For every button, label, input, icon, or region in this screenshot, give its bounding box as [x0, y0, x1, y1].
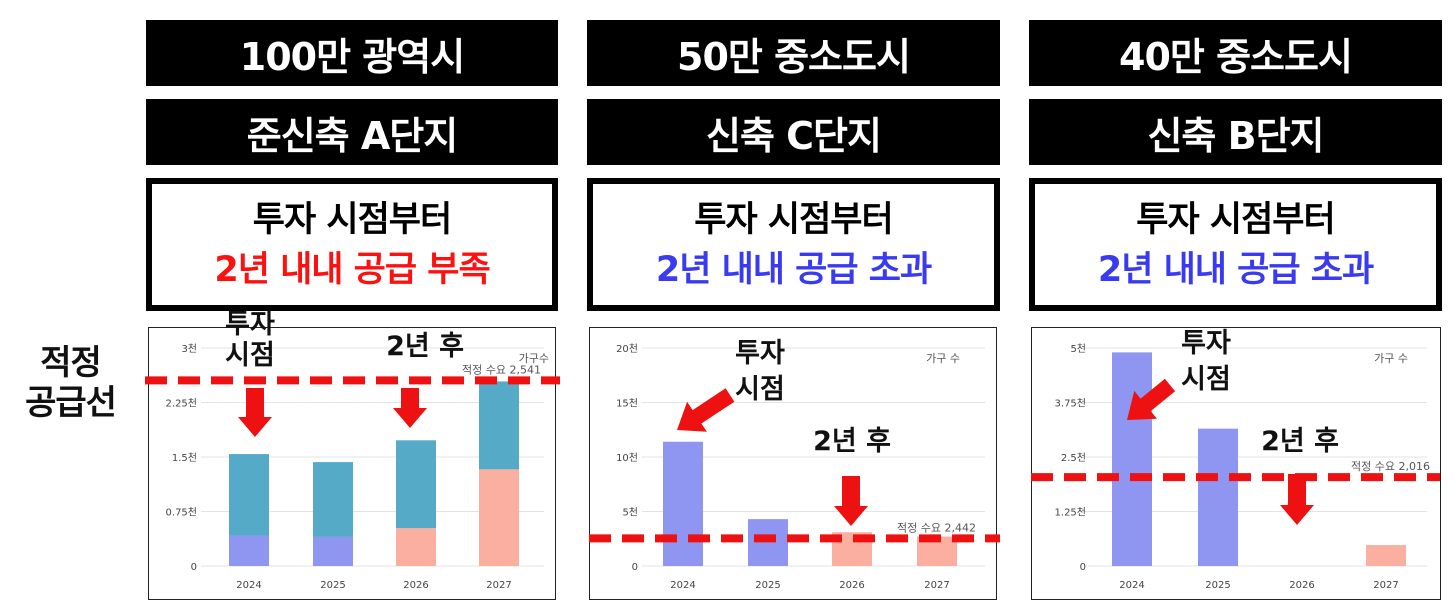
annotation-text: 시점: [1181, 364, 1231, 395]
bar: [479, 381, 519, 470]
legend-label: 가구 수: [926, 352, 960, 365]
y-tick-label: 2.25천: [166, 398, 197, 410]
annotation-text: 시점: [735, 374, 785, 405]
x-tick-label: 2026: [403, 580, 428, 591]
message-line1: 투자 시점부터: [252, 199, 452, 240]
y-tick-label: 5천: [1070, 343, 1086, 355]
y-tick-label: 0: [632, 562, 638, 573]
chart-3-plot: 0 1.25천 2.5천 3.75천 5천 2024 2025 2026 2027 가구 수적정 …: [1055, 343, 1430, 591]
chart-1: 0 0.75천 1.5천 2.25천 3천 2024 2025 2026 2027 가구수 적정 수…: [148, 327, 556, 600]
bar: [1198, 428, 1238, 566]
complex-title-1: 준신축 A단지: [146, 99, 558, 165]
y-tick-label: 3.75천: [1055, 398, 1086, 410]
y-tick-label: 1.25천: [1055, 507, 1086, 519]
annotation-text: 투자: [225, 309, 275, 340]
city-title-1: 100만 광역시: [146, 20, 558, 86]
city-title-text: 50만 중소도시: [677, 34, 911, 79]
message-line1: 투자 시점부터: [694, 199, 893, 240]
bar: [1366, 545, 1406, 566]
y-tick-label: 20천: [616, 343, 638, 355]
bar: [663, 441, 703, 566]
optimal-supply-label: 적정 공급선: [8, 343, 133, 423]
complex-title-text: 신축 C단지: [706, 113, 882, 158]
reference-label: 적정 수요 2,016: [1351, 460, 1430, 473]
side-label-line2: 공급선: [25, 383, 117, 423]
y-tick-label: 0: [1080, 562, 1086, 573]
red-arrow-down-icon: [238, 388, 272, 437]
y-tick-label: 10천: [616, 452, 638, 464]
bar: [748, 519, 788, 566]
legend-label: 가구수: [519, 352, 549, 365]
red-arrow-down-icon: [393, 388, 427, 428]
x-tick-label: 2027: [486, 580, 511, 591]
reference-label: 적정 수요 2,541: [462, 363, 541, 376]
x-tick-label: 2027: [924, 580, 949, 591]
x-tick-label: 2024: [670, 580, 695, 591]
x-tick-label: 2025: [1205, 580, 1230, 591]
city-title-3: 40만 중소도시: [1029, 20, 1442, 86]
y-tick-label: 0.75천: [166, 507, 197, 519]
red-arrow-diagonal-icon: [677, 388, 735, 432]
side-label-line1: 적정: [40, 343, 102, 383]
message-line2: 2년 내내 공급 초과: [1097, 249, 1374, 290]
annotation-text: 투자: [735, 338, 785, 369]
reference-label: 적정 수요 2,442: [897, 521, 976, 534]
bar: [313, 536, 353, 566]
complex-title-text: 준신축 A단지: [246, 113, 458, 158]
annotation-text: 2년 후: [813, 426, 891, 457]
message-line2: 2년 내내 공급 부족: [214, 249, 490, 290]
city-title-text: 40만 중소도시: [1119, 34, 1353, 79]
bar: [313, 462, 353, 537]
city-title-text: 100만 광역시: [239, 34, 465, 79]
legend-label: 가구 수: [1374, 352, 1408, 365]
y-tick-label: 15천: [616, 398, 638, 410]
complex-title-text: 신축 B단지: [1147, 113, 1324, 158]
bar: [1112, 352, 1152, 566]
x-tick-label: 2025: [320, 580, 345, 591]
x-tick-label: 2024: [236, 580, 261, 591]
annotation-text: 2년 후: [386, 331, 464, 362]
x-tick-label: 2025: [755, 580, 780, 591]
red-arrow-down-icon: [834, 476, 868, 526]
bar: [229, 535, 269, 566]
bar: [396, 440, 436, 529]
y-tick-label: 0: [191, 562, 197, 573]
x-tick-label: 2024: [1119, 580, 1144, 591]
message-box-1: 투자 시점부터 2년 내내 공급 부족: [146, 178, 558, 311]
red-arrow-diagonal-icon: [1127, 378, 1176, 420]
annotation-text: 시점: [225, 340, 275, 371]
complex-title-3: 신축 B단지: [1029, 99, 1442, 165]
annotation-text: 2년 후: [1261, 426, 1339, 457]
y-tick-label: 3천: [181, 343, 197, 355]
x-tick-label: 2026: [1289, 580, 1314, 591]
y-tick-label: 5천: [622, 507, 638, 519]
red-arrow-down-icon: [1280, 474, 1314, 525]
bar: [479, 469, 519, 566]
y-tick-label: 1.5천: [172, 452, 197, 464]
x-tick-label: 2026: [839, 580, 864, 591]
bar: [229, 454, 269, 536]
message-line1: 투자 시점부터: [1136, 199, 1335, 240]
bar: [396, 528, 436, 566]
city-title-2: 50만 중소도시: [587, 20, 1000, 86]
message-box-3: 투자 시점부터 2년 내내 공급 초과: [1029, 178, 1442, 311]
message-box-2: 투자 시점부터 2년 내내 공급 초과: [587, 178, 1000, 311]
x-tick-label: 2027: [1373, 580, 1398, 591]
message-line2: 2년 내내 공급 초과: [655, 249, 932, 290]
y-tick-label: 2.5천: [1061, 452, 1086, 464]
complex-title-2: 신축 C단지: [587, 99, 1000, 165]
annotation-text: 투자: [1181, 328, 1231, 359]
